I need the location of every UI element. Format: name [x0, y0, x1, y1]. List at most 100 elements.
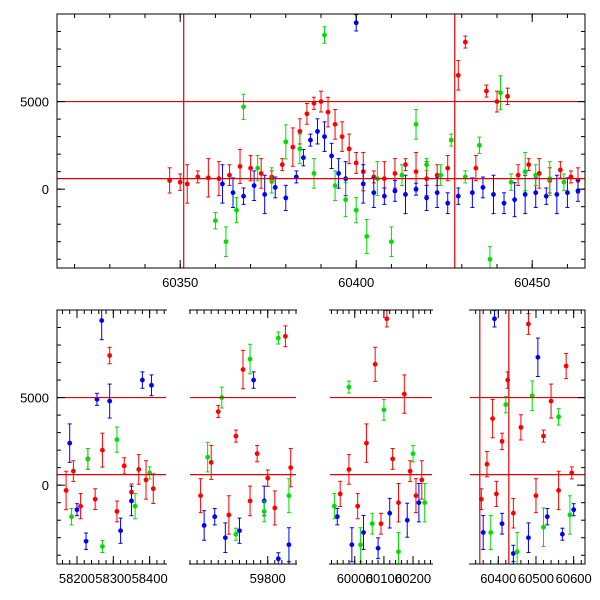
data-point — [85, 456, 91, 462]
data-point — [241, 193, 246, 199]
data-point — [275, 335, 281, 341]
data-point — [129, 498, 134, 504]
data-point — [407, 468, 413, 474]
data-point — [565, 190, 570, 196]
data-point — [223, 239, 229, 245]
data-point — [261, 509, 267, 514]
data-point — [424, 195, 429, 201]
data-point — [492, 316, 497, 322]
data-point — [337, 491, 343, 497]
data-point — [279, 162, 285, 168]
data-point — [184, 181, 190, 187]
x-tick-label: 60100 — [366, 571, 402, 586]
data-point — [325, 109, 331, 115]
data-point — [390, 456, 396, 462]
data-point — [493, 491, 499, 497]
data-point — [139, 377, 145, 383]
data-point — [247, 498, 253, 504]
axis-break — [297, 562, 329, 566]
data-point — [226, 512, 232, 518]
data-point — [237, 164, 243, 169]
data-point — [514, 549, 520, 555]
data-point — [501, 200, 507, 206]
data-point — [413, 121, 419, 127]
data-point — [510, 510, 516, 516]
data-point — [215, 409, 221, 414]
data-point — [361, 530, 366, 535]
data-point — [150, 486, 156, 492]
axis-break — [167, 308, 189, 312]
data-point — [503, 402, 509, 407]
data-point — [396, 500, 401, 506]
data-point — [554, 192, 560, 197]
data-point — [541, 433, 546, 439]
data-point — [392, 171, 398, 176]
data-point — [220, 181, 225, 187]
data-point — [346, 384, 352, 390]
data-point — [205, 454, 211, 460]
data-point — [70, 468, 76, 474]
data-point — [149, 382, 154, 388]
data-point — [69, 514, 74, 520]
data-point — [233, 433, 239, 439]
data-point — [100, 544, 105, 549]
data-point — [315, 128, 320, 134]
data-point — [353, 160, 359, 166]
data-point — [522, 192, 528, 197]
axis-break — [433, 562, 469, 566]
bottom-panel: 0 5000 58200 58300 58400 59800 600006010060200… — [20, 308, 592, 586]
data-point — [399, 172, 405, 178]
data-point — [297, 128, 303, 134]
y-tick-label: 0 — [42, 182, 49, 197]
data-point — [332, 121, 338, 127]
data-point — [136, 467, 142, 472]
plot-frame — [56, 309, 586, 565]
data-point — [198, 493, 204, 499]
data-point — [304, 111, 310, 117]
data-point — [251, 183, 257, 189]
data-point — [339, 134, 345, 140]
data-point — [445, 200, 451, 206]
data-point — [526, 162, 532, 168]
data-point — [556, 488, 562, 493]
data-point — [346, 467, 352, 472]
data-point — [369, 521, 375, 527]
data-point — [118, 528, 123, 534]
data-point — [556, 414, 562, 420]
data-point — [477, 142, 482, 148]
data-point — [571, 507, 577, 513]
data-point — [283, 195, 289, 201]
data-point — [387, 510, 393, 516]
data-point — [491, 192, 496, 197]
data-point — [272, 505, 278, 511]
data-point — [490, 416, 496, 422]
x-tick-label: 60600 — [556, 571, 592, 586]
data-point — [222, 535, 228, 541]
data-point — [378, 521, 384, 527]
axis-break — [433, 308, 469, 312]
data-point — [336, 171, 341, 176]
data-point — [272, 185, 278, 190]
data-point — [331, 503, 337, 509]
data-point — [241, 104, 246, 110]
data-point — [499, 521, 505, 527]
data-point — [248, 165, 254, 171]
data-point — [557, 167, 563, 173]
x-tick-label: 59800 — [250, 571, 286, 586]
top-panel: 0 5000 60350 60400 60450 — [20, 13, 586, 290]
data-point — [484, 461, 490, 467]
data-point — [419, 477, 425, 483]
data-points — [167, 14, 581, 268]
x-tick-label: 60200 — [395, 571, 431, 586]
data-point — [434, 172, 440, 178]
data-point — [381, 407, 387, 413]
data-point — [234, 207, 239, 213]
data-point — [254, 451, 260, 457]
data-point — [512, 197, 517, 203]
data-point — [413, 186, 419, 192]
data-point — [404, 517, 410, 523]
data-point — [434, 190, 440, 196]
data-point — [389, 239, 394, 245]
x-tick-label: 60400 — [480, 571, 516, 586]
data-point — [322, 134, 327, 140]
